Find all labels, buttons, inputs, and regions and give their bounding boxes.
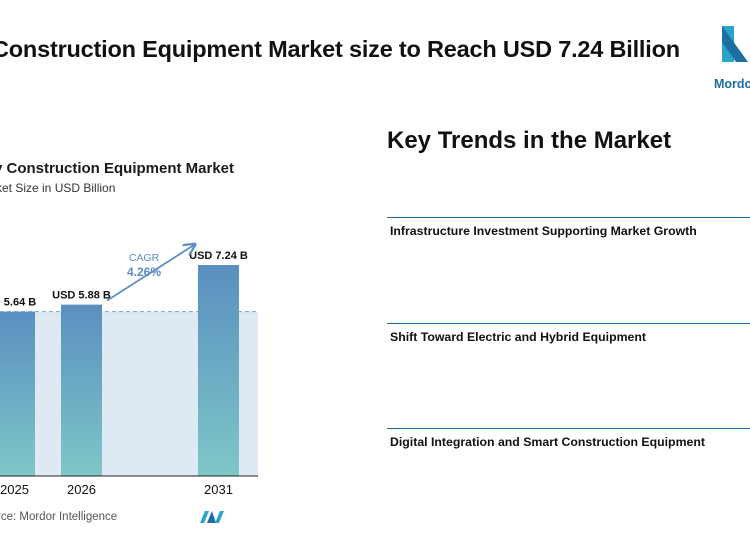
brand-logo-text: Mordor [714, 77, 750, 91]
bar-value-label: D 5.64 B [0, 297, 36, 309]
trend-item-label: Digital Integration and Smart Constructi… [390, 435, 705, 449]
page-title: Construction Equipment Market size to Re… [0, 36, 680, 62]
cagr-label: CAGR [129, 252, 160, 264]
mordor-small-logo-icon [200, 511, 224, 523]
trend-item: Digital Integration and Smart Constructi… [387, 428, 750, 449]
brand-mark-icon [722, 26, 748, 62]
bar [61, 304, 102, 476]
trends-heading: Key Trends in the Market [387, 127, 672, 154]
brand-logo: Mordor [708, 22, 750, 92]
trend-item-label: Infrastructure Investment Supporting Mar… [390, 224, 697, 238]
bar-value-label: USD 5.88 B [52, 290, 111, 302]
bar-chart: D 5.64 B 2025 USD 5.88 B 2026 USD 7.24 B 2031… [0, 230, 258, 497]
x-tick-label: 2025 [0, 482, 29, 497]
x-tick-label: 2031 [204, 482, 233, 497]
trend-item-label: Shift Toward Electric and Hybrid Equipme… [390, 330, 646, 344]
cagr-arrow [106, 245, 194, 302]
bar-value-label: USD 7.24 B [189, 250, 248, 262]
cagr-value: 4.26% [127, 265, 161, 279]
trend-item: Shift Toward Electric and Hybrid Equipme… [387, 323, 750, 344]
bar [0, 311, 35, 476]
chart-subtitle: ket Size in USD Billion [0, 181, 116, 195]
x-tick-label: 2026 [67, 482, 96, 497]
trend-item: Infrastructure Investment Supporting Mar… [387, 217, 750, 238]
bar [198, 265, 239, 476]
source-note: rce: Mordor Intelligence [0, 511, 118, 523]
chart-title: y Construction Equipment Market [0, 160, 235, 177]
